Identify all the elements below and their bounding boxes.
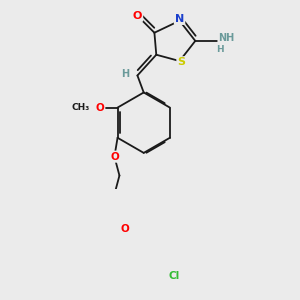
Text: Cl: Cl bbox=[169, 271, 180, 281]
Text: CH₃: CH₃ bbox=[72, 103, 90, 112]
Text: O: O bbox=[110, 152, 119, 162]
Text: O: O bbox=[120, 224, 129, 234]
Text: O: O bbox=[96, 103, 104, 112]
Text: H: H bbox=[121, 69, 129, 79]
Text: H: H bbox=[216, 45, 224, 54]
Text: S: S bbox=[178, 57, 185, 67]
Text: O: O bbox=[133, 11, 142, 21]
Text: NH: NH bbox=[218, 33, 234, 43]
Text: N: N bbox=[175, 14, 184, 24]
